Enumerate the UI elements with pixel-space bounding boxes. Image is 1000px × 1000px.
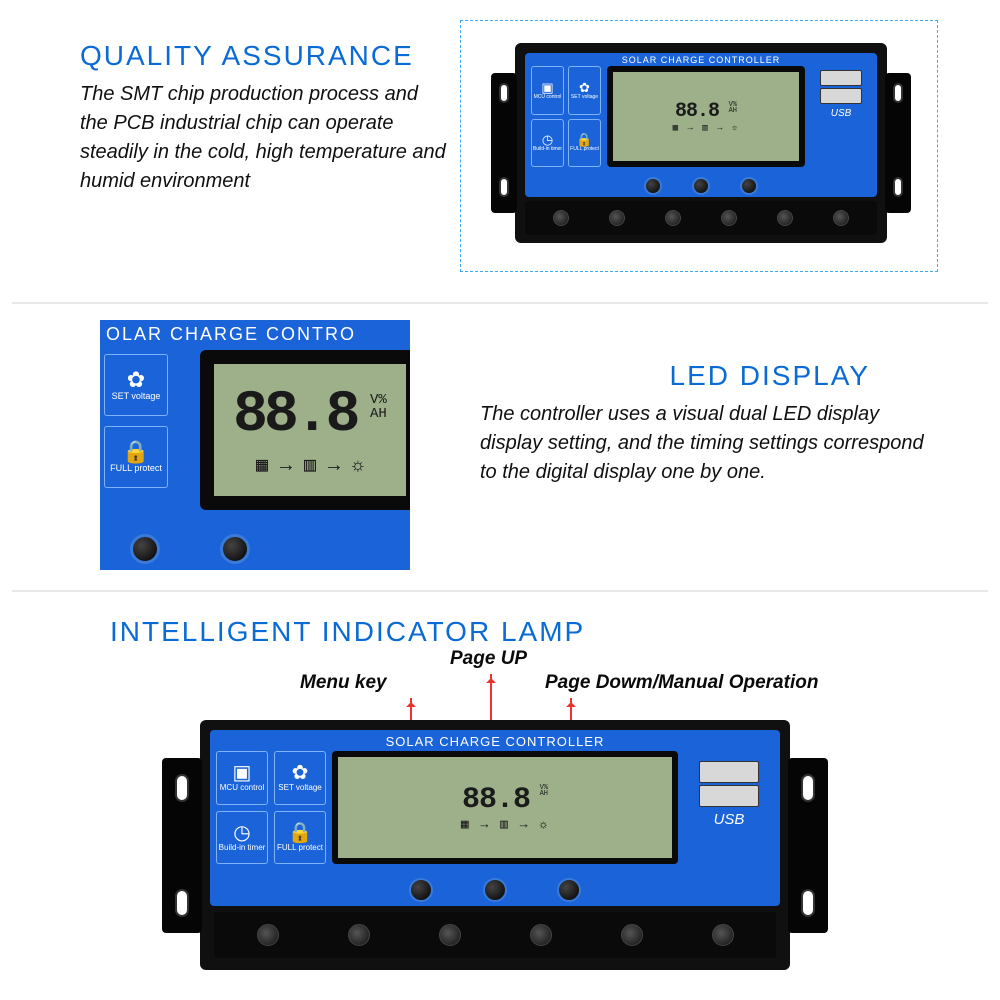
terminal[interactable] — [665, 210, 681, 226]
menu-button[interactable] — [409, 878, 433, 902]
chip-icon: ▣ — [233, 763, 252, 783]
section-indicator-lamp: INTELLIGENT INDICATOR LAMP Menu key Page… — [0, 600, 1000, 1000]
divider-1 — [12, 302, 988, 304]
icon-timer: ◷ Build-in timer — [216, 811, 268, 865]
terminal[interactable] — [609, 210, 625, 226]
lcd-flow-icons: ▦ → ▥ → ☼ — [673, 123, 740, 133]
down-button[interactable] — [557, 878, 581, 902]
terminal[interactable] — [530, 924, 552, 946]
lcd-display: 88.8 V% AH ▦ → ▥ → ☼ — [332, 751, 678, 864]
icon-mcu: ▣ MCU control — [531, 66, 564, 115]
closeup-title: OLAR CHARGE CONTRO — [100, 320, 410, 345]
icon-set-voltage-large: ✿ SET voltage — [104, 354, 168, 416]
terminal[interactable] — [712, 924, 734, 946]
usb-port-2[interactable] — [820, 88, 862, 104]
divider-2 — [12, 590, 988, 592]
terminal[interactable] — [553, 210, 569, 226]
usb-label: USB — [831, 108, 852, 119]
gear-icon: ✿ — [292, 763, 309, 783]
lock-icon: 🔒 — [288, 823, 313, 843]
device-title: SOLAR CHARGE CONTROLLER — [525, 53, 877, 66]
gear-icon: ✿ — [579, 81, 590, 94]
menu-button-closeup[interactable] — [130, 534, 160, 564]
section3-title: INTELLIGENT INDICATOR LAMP — [110, 616, 585, 648]
lcd-flow-icons-large: ▦ → ▥ → ☼ — [256, 452, 364, 478]
usb-block: USB — [684, 751, 774, 864]
device-title: SOLAR CHARGE CONTROLLER — [210, 730, 780, 751]
terminal[interactable] — [721, 210, 737, 226]
faceplate: SOLAR CHARGE CONTROLLER ▣ MCU control ✿ … — [525, 53, 877, 197]
button-row — [525, 171, 877, 197]
usb-label: USB — [714, 811, 745, 828]
usb-port-1[interactable] — [820, 70, 862, 86]
terminal-strip — [525, 201, 877, 235]
feature-icon-grid: ▣ MCU control ✿ SET voltage ◷ Build-in t… — [216, 751, 326, 864]
lcd-digits-large: 88.8 — [233, 383, 356, 448]
down-button[interactable] — [740, 177, 758, 195]
terminal[interactable] — [257, 924, 279, 946]
faceplate: SOLAR CHARGE CONTROLLER ▣ MCU control ✿ … — [210, 730, 780, 906]
clock-icon: ◷ — [233, 823, 250, 843]
lcd-digits: 88.8 — [462, 783, 530, 817]
lcd-digits: 88.8 — [675, 100, 719, 123]
mounting-ear-left — [162, 758, 202, 933]
mounting-ear-right — [788, 758, 828, 933]
mounting-ear-right — [885, 73, 911, 213]
terminal[interactable] — [439, 924, 461, 946]
annot-up: Page UP — [450, 648, 527, 670]
icon-set-voltage: ✿ SET voltage — [568, 66, 601, 115]
chip-icon: ▣ — [541, 81, 553, 94]
section1-title: QUALITY ASSURANCE — [80, 40, 450, 72]
usb-block: USB — [811, 66, 871, 167]
icon-set-voltage: ✿ SET voltage — [274, 751, 326, 805]
lcd-flow-icons: ▦ → ▥ → ☼ — [461, 817, 549, 832]
section1-body: The SMT chip production process and the … — [80, 80, 450, 196]
lcd-closeup-screen: 88.8 V% AH ▦ → ▥ → ☼ — [200, 350, 410, 510]
lcd-display: 88.8 V% AH ▦ → ▥ → ☼ — [607, 66, 805, 167]
lock-icon: 🔒 — [576, 133, 592, 146]
terminal[interactable] — [833, 210, 849, 226]
button-row — [210, 868, 780, 906]
menu-button[interactable] — [644, 177, 662, 195]
section1-cutout-frame: SOLAR CHARGE CONTROLLER ▣ MCU control ✿ … — [460, 20, 938, 272]
section2-body: The controller uses a visual dual LED di… — [480, 400, 930, 487]
up-button[interactable] — [483, 878, 507, 902]
annot-down: Page Dowm/Manual Operation — [545, 672, 818, 694]
icon-protect-large: 🔒 FULL protect — [104, 426, 168, 488]
feature-icon-grid: ▣ MCU control ✿ SET voltage ◷ Build-in t… — [531, 66, 601, 167]
terminal-strip — [214, 912, 776, 958]
usb-port-2[interactable] — [699, 785, 759, 807]
up-button-closeup[interactable] — [220, 534, 250, 564]
icon-protect: 🔒 FULL protect — [274, 811, 326, 865]
section2-title: LED DISPLAY — [480, 360, 930, 392]
lcd-closeup: OLAR CHARGE CONTRO ✿ SET voltage 🔒 FULL … — [100, 320, 410, 570]
icon-timer: ◷ Build-in timer — [531, 119, 564, 168]
terminal[interactable] — [621, 924, 643, 946]
controller-large: SOLAR CHARGE CONTROLLER ▣ MCU control ✿ … — [200, 720, 790, 970]
clock-icon: ◷ — [542, 133, 553, 146]
mounting-ear-left — [491, 73, 517, 213]
lock-icon: 🔒 — [122, 441, 149, 463]
up-button[interactable] — [692, 177, 710, 195]
section-led-display: OLAR CHARGE CONTRO ✿ SET voltage 🔒 FULL … — [0, 320, 1000, 580]
gear-icon: ✿ — [127, 369, 145, 391]
usb-port-1[interactable] — [699, 761, 759, 783]
icon-protect: 🔒 FULL protect — [568, 119, 601, 168]
section-quality-assurance: QUALITY ASSURANCE The SMT chip productio… — [0, 20, 1000, 300]
icon-mcu: ▣ MCU control — [216, 751, 268, 805]
annot-menu: Menu key — [300, 672, 387, 694]
controller-small: SOLAR CHARGE CONTROLLER ▣ MCU control ✿ … — [515, 43, 887, 243]
terminal[interactable] — [777, 210, 793, 226]
terminal[interactable] — [348, 924, 370, 946]
